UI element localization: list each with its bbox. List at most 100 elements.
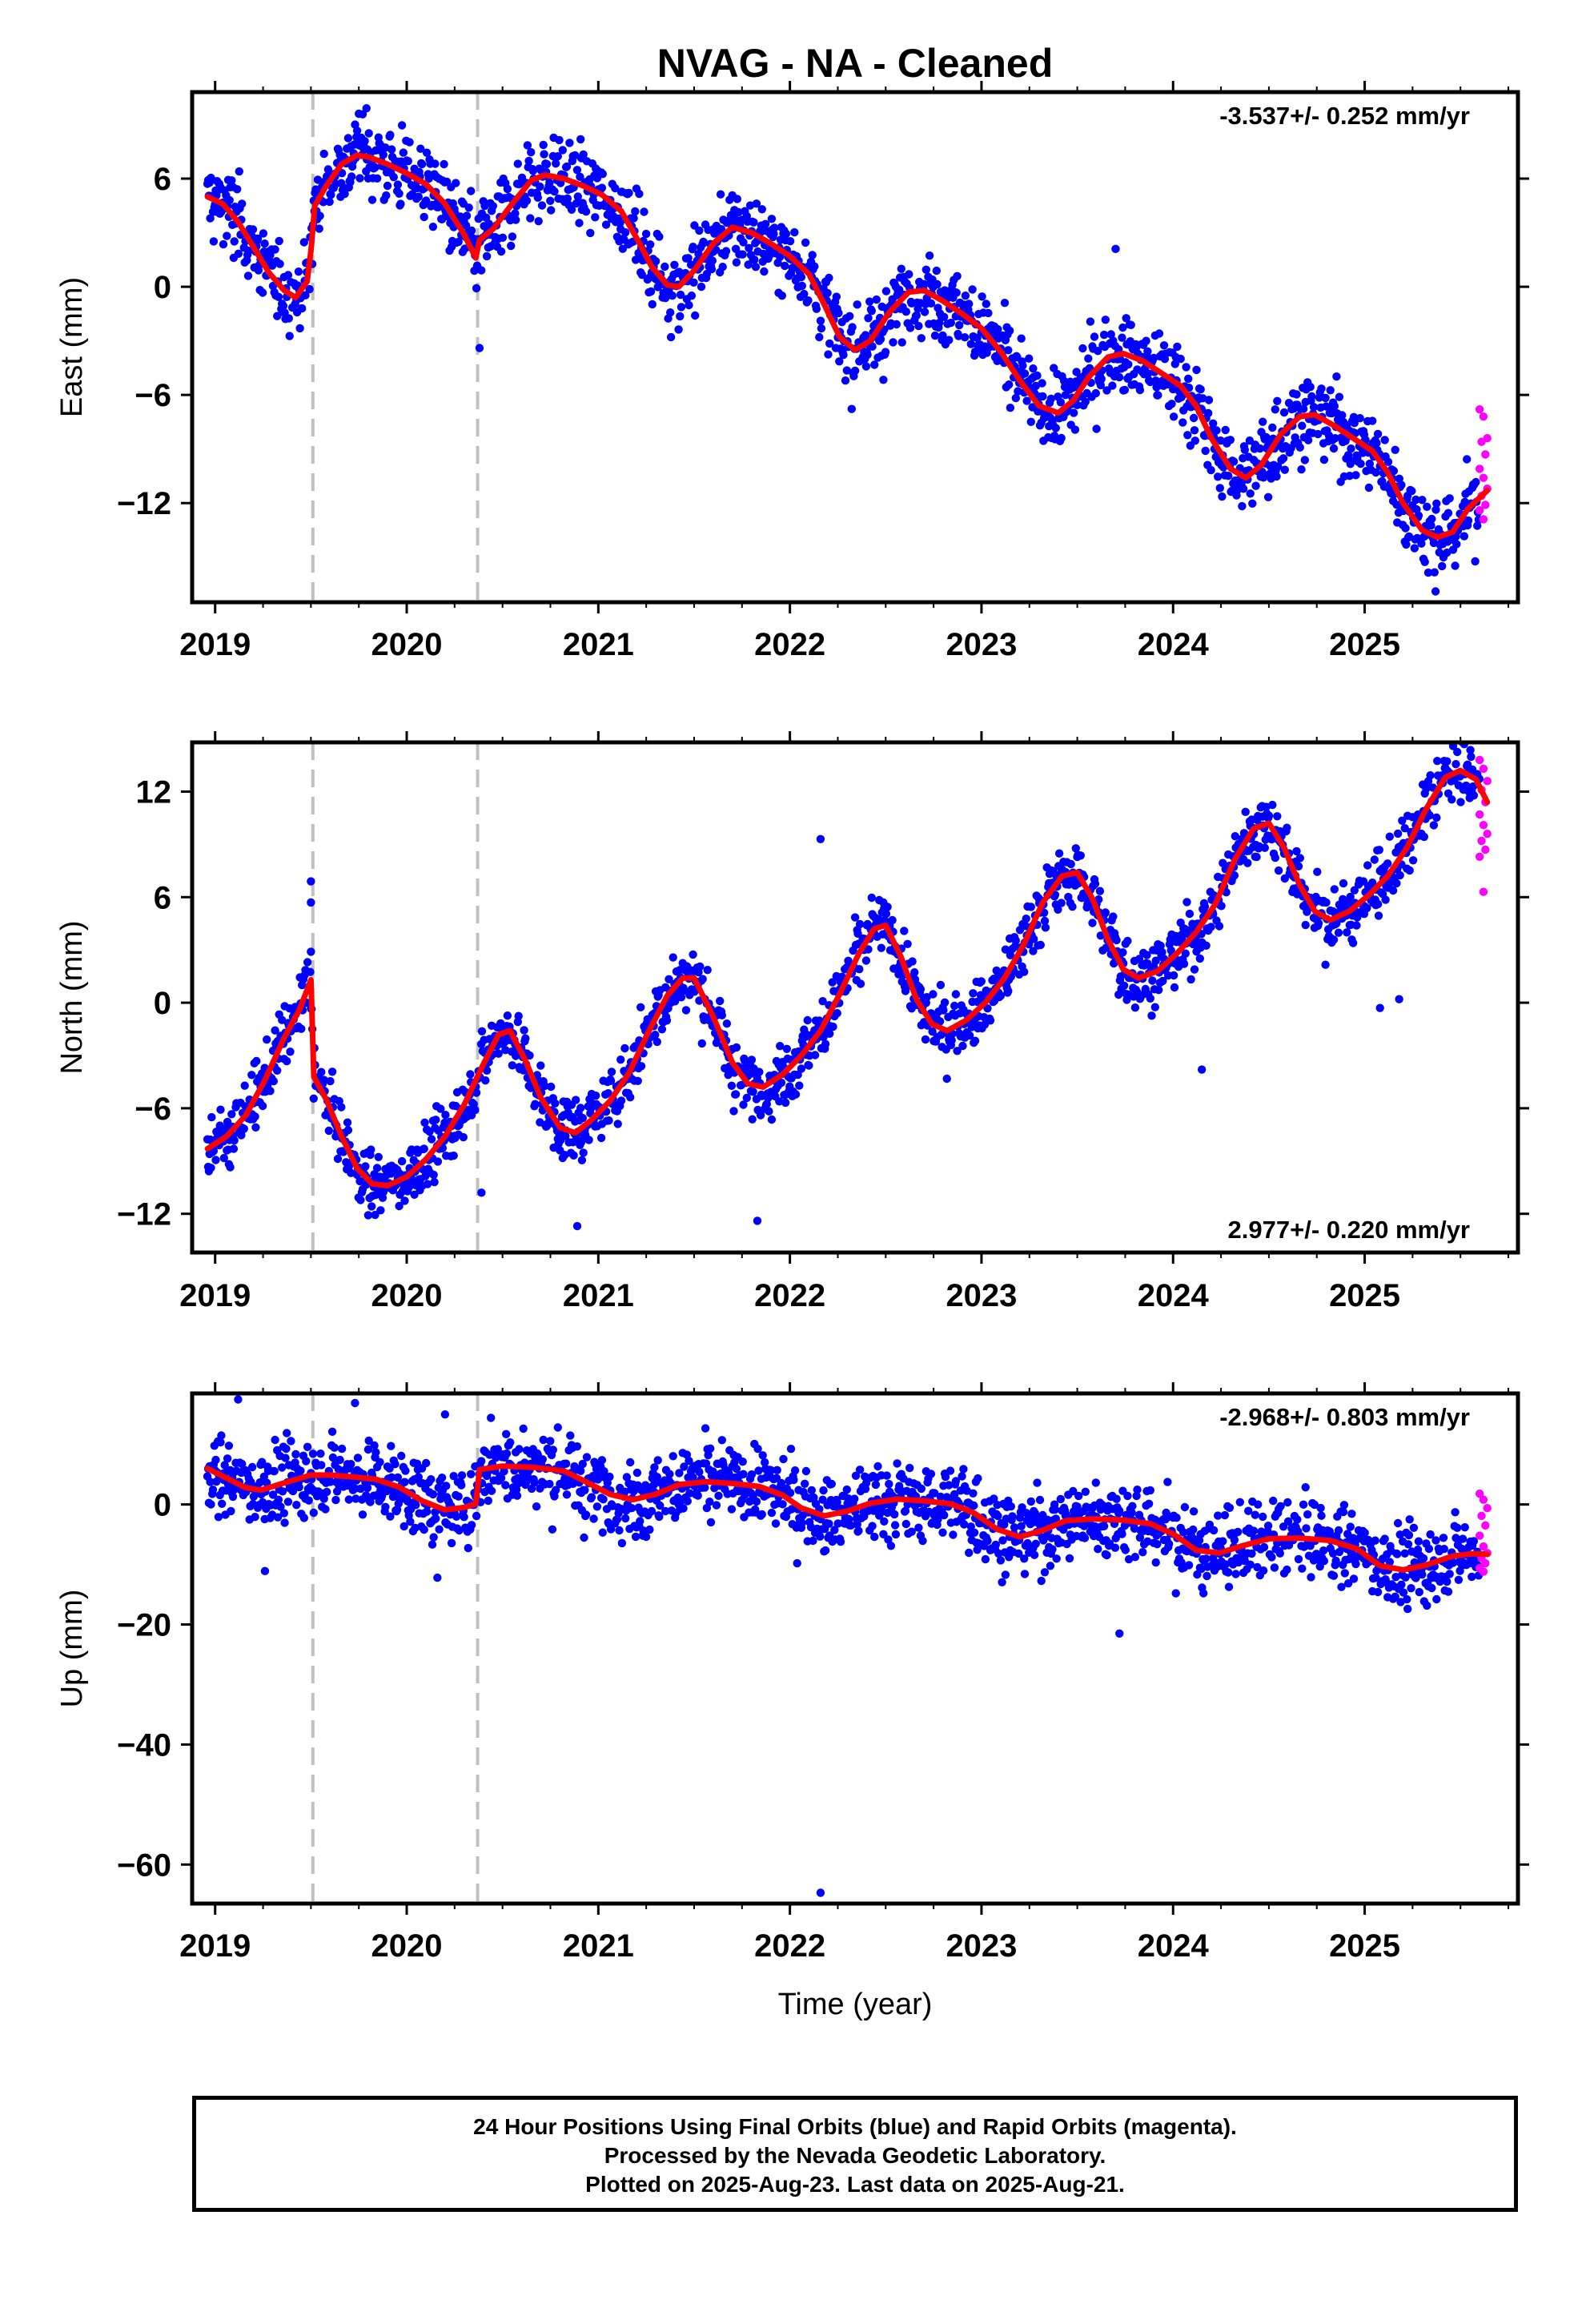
data-point-up-92 (274, 1495, 283, 1504)
data-point-up-310 (435, 1525, 444, 1534)
data-point-east-453 (550, 187, 559, 196)
data-point-north-391 (508, 1061, 517, 1070)
data-point-east-1532 (1368, 416, 1377, 425)
data-point-up-814 (819, 1486, 828, 1495)
data-point-east-1195 (1114, 372, 1124, 382)
data-point-east-197 (352, 127, 362, 135)
data-point-up-70 (258, 1458, 267, 1466)
data-point-up-799 (807, 1486, 816, 1495)
rapid-point-east-11 (1479, 515, 1488, 524)
data-point-east-27 (223, 231, 231, 240)
data-point-east-1304 (1196, 385, 1205, 394)
data-point-east-1444 (1303, 436, 1313, 444)
data-point-east-1271 (1170, 360, 1180, 368)
data-point-north-1609 (1433, 757, 1442, 766)
data-point-north-274 (420, 1118, 429, 1128)
data-point-east-1063 (1014, 387, 1022, 396)
data-point-up-781 (793, 1558, 801, 1568)
data-point-north-1350 (1231, 832, 1240, 841)
data-point-east-907 (897, 264, 906, 273)
data-point-north-1242 (1150, 1003, 1160, 1011)
data-point-east-1052 (1005, 380, 1014, 389)
data-point-up-522 (597, 1456, 607, 1465)
data-point-up-258 (397, 1451, 406, 1461)
data-point-east-1329 (1215, 484, 1225, 493)
data-point-up-326 (447, 1538, 456, 1548)
data-point-east-1281 (1178, 418, 1187, 427)
data-point-east-728 (760, 267, 769, 276)
data-point-up-910 (890, 1510, 899, 1519)
data-point-east-1142 (1073, 400, 1082, 409)
data-point-east-1402 (1272, 472, 1281, 481)
data-point-up-1217 (1123, 1491, 1132, 1501)
data-point-up-1402 (1267, 1553, 1276, 1562)
data-point-north-1580 (1408, 856, 1418, 865)
data-point-east-124 (298, 304, 307, 313)
data-point-east-715 (750, 255, 759, 264)
data-point-north-1318 (1207, 923, 1215, 931)
data-point-north-1330 (1215, 922, 1224, 931)
x-tick-label-north-5: 2024 (1138, 1278, 1210, 1313)
data-point-east-456 (553, 152, 562, 161)
data-point-north-943 (922, 993, 931, 1002)
data-point-east-128 (301, 291, 310, 300)
data-point-up-969 (936, 1492, 946, 1502)
data-point-north-799 (815, 1016, 824, 1025)
data-point-north-1013 (977, 977, 986, 986)
data-point-up-1414 (1275, 1549, 1285, 1558)
data-point-up-91 (273, 1513, 283, 1522)
data-point-up-99 (279, 1509, 288, 1518)
data-point-up-1290 (1179, 1528, 1188, 1537)
data-point-north-641 (697, 1039, 706, 1048)
data-point-up-826 (827, 1479, 837, 1489)
data-point-up-155 (319, 1494, 328, 1503)
data-point-east-952 (932, 266, 942, 275)
data-point-east-484 (576, 172, 584, 181)
data-point-up-995 (958, 1472, 966, 1481)
data-point-east-1233 (1142, 336, 1150, 345)
data-point-east-630 (687, 292, 697, 300)
y-tick-label-east-3: −12 (117, 486, 171, 521)
data-point-up-913 (893, 1459, 901, 1468)
data-point-up-730 (753, 1445, 762, 1454)
data-point-up-532 (605, 1472, 614, 1482)
data-point-east-1358 (1239, 485, 1248, 493)
data-point-up-116 (291, 1449, 300, 1459)
y-tick-label-north-3: −6 (135, 1092, 171, 1127)
y-tick-label-east-0: 6 (154, 162, 171, 197)
data-point-north-1529 (1370, 855, 1379, 864)
data-point-east-1589 (1411, 495, 1420, 505)
data-point-north-513 (596, 1133, 606, 1143)
data-point-east-483 (575, 219, 584, 227)
data-point-east-1628 (1443, 548, 1452, 557)
data-point-up-695 (727, 1505, 737, 1514)
data-point-north-817 (829, 1022, 837, 1031)
data-point-north-1510 (1352, 921, 1361, 930)
data-point-north-807 (821, 1039, 830, 1048)
data-point-up-1177 (1091, 1478, 1101, 1487)
data-point-east-1198 (1118, 333, 1126, 342)
data-point-east-228 (379, 151, 387, 159)
data-point-north-1237 (1147, 1011, 1156, 1020)
data-point-north-1117 (1054, 849, 1064, 858)
data-point-north-487 (576, 1104, 585, 1112)
data-point-east-753 (781, 261, 789, 271)
data-point-up-1180 (1094, 1545, 1102, 1554)
data-point-north-1184 (1109, 912, 1118, 921)
data-point-up-1228 (1130, 1553, 1140, 1562)
data-point-up-542 (615, 1526, 624, 1535)
data-point-north-1484 (1334, 928, 1343, 937)
data-point-north-1608 (1432, 813, 1441, 822)
data-point-north-689 (732, 1043, 741, 1052)
data-point-up-20 (218, 1499, 227, 1509)
data-point-up-903 (885, 1479, 893, 1489)
y-tick-label-north-2: 0 (154, 986, 171, 1021)
data-point-east-924 (912, 311, 921, 320)
data-point-up-293 (422, 1458, 431, 1468)
data-point-north-950 (928, 1027, 937, 1036)
data-point-up-1392 (1259, 1512, 1267, 1522)
data-point-north-767 (791, 1090, 801, 1099)
data-point-north-616 (677, 993, 686, 1002)
data-point-north-1536 (1375, 846, 1384, 854)
data-point-up-117 (292, 1501, 301, 1510)
